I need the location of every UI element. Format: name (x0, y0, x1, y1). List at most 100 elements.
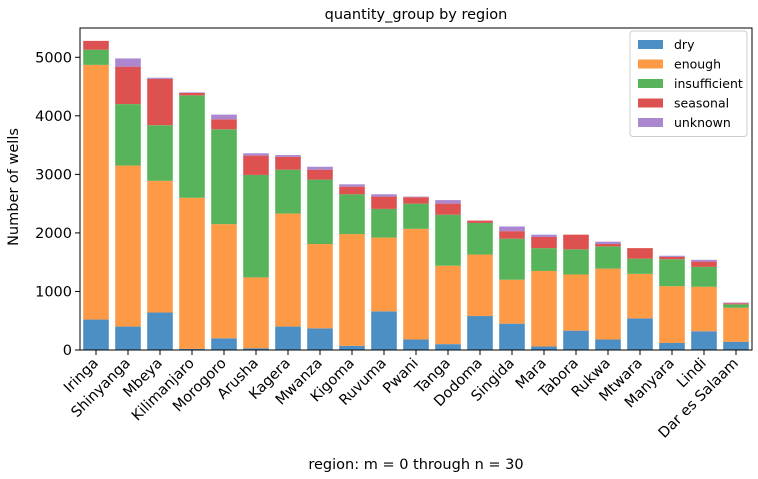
bar-enough (563, 274, 589, 331)
x-tick-label: Pwani (380, 356, 422, 398)
legend-label-dry: dry (674, 37, 695, 52)
bar-unknown (275, 155, 301, 157)
legend-frame (629, 30, 748, 137)
bar-dry (307, 328, 333, 350)
bar-seasonal (435, 203, 461, 215)
bar-unknown (339, 184, 365, 187)
legend: dry enough insufficient seasonal unknown (629, 30, 748, 137)
bar-dry (659, 342, 685, 350)
bar-enough (179, 197, 205, 349)
bar-unknown (371, 194, 397, 197)
legend-label-unknown: unknown (674, 115, 731, 130)
bar-unknown (307, 166, 333, 170)
bar-enough (691, 286, 717, 332)
bar-seasonal (499, 231, 525, 239)
bar-insufficient (595, 246, 621, 269)
bar-dry (339, 345, 365, 350)
bar-seasonal (723, 303, 749, 305)
bar-enough (595, 268, 621, 340)
bar-insufficient (627, 258, 653, 274)
bar-seasonal (403, 197, 429, 204)
bar-seasonal (211, 119, 237, 130)
bar-dry (371, 311, 397, 350)
bar-insufficient (659, 259, 685, 287)
bar-unknown (595, 241, 621, 245)
bar-enough (403, 228, 429, 340)
bar-insufficient (147, 125, 173, 181)
bar-unknown (147, 77, 173, 79)
bars-layer (83, 40, 749, 350)
bar-insufficient (83, 49, 109, 65)
bar-seasonal (339, 186, 365, 195)
bar-insufficient (531, 248, 557, 271)
legend-label-seasonal: seasonal (674, 96, 729, 111)
bar-unknown (115, 58, 141, 67)
bar-enough (243, 277, 269, 349)
bar-seasonal (627, 248, 653, 259)
bar-dry (563, 330, 589, 350)
bar-enough (435, 265, 461, 345)
bar-dry (243, 348, 269, 350)
bar-dry (531, 346, 557, 350)
bar-dry (499, 323, 525, 350)
bar-enough (211, 224, 237, 339)
bar-insufficient (211, 129, 237, 225)
bar-enough (147, 180, 173, 313)
y-tick-label: 5000 (35, 50, 72, 66)
bar-dry (723, 341, 749, 350)
bar-unknown (435, 200, 461, 204)
bar-enough (339, 234, 365, 346)
bar-unknown (179, 92, 205, 93)
y-axis-label: Number of wells (6, 128, 22, 246)
bar-seasonal (115, 66, 141, 105)
legend-swatch-enough (638, 59, 663, 69)
bar-unknown (243, 153, 269, 156)
y-tick-label: 2000 (35, 226, 72, 242)
chart-title: quantity_group by region (325, 7, 508, 23)
bar-insufficient (243, 174, 269, 278)
legend-label-enough: enough (674, 57, 721, 72)
y-tick-label: 3000 (35, 167, 72, 183)
y-tick-label: 4000 (35, 109, 72, 125)
bar-unknown (723, 302, 749, 304)
bar-seasonal (371, 196, 397, 209)
bar-seasonal (147, 78, 173, 126)
bar-unknown (531, 234, 557, 238)
bar-dry (211, 338, 237, 350)
bar-dry (691, 331, 717, 350)
bar-seasonal (659, 256, 685, 260)
bar-insufficient (339, 194, 365, 235)
bar-seasonal (275, 156, 301, 170)
bar-dry (595, 339, 621, 350)
bar-enough (371, 237, 397, 312)
bar-insufficient (435, 214, 461, 266)
bar-seasonal (307, 169, 333, 180)
bar-seasonal (563, 234, 589, 250)
bar-enough (467, 254, 493, 317)
legend-label-insufficient: insufficient (674, 76, 743, 91)
bar-insufficient (563, 249, 589, 275)
bar-insufficient (275, 169, 301, 214)
bar-dry (147, 312, 173, 350)
bar-seasonal (691, 261, 717, 267)
bar-seasonal (83, 40, 109, 50)
y-tick-label: 1000 (35, 284, 72, 300)
bar-insufficient (179, 95, 205, 198)
legend-swatch-dry (638, 40, 663, 49)
bar-seasonal (467, 220, 493, 223)
bar-insufficient (467, 222, 493, 255)
bar-enough (531, 270, 557, 347)
y-tick-label: 0 (63, 343, 72, 359)
legend-swatch-insufficient (638, 79, 663, 88)
bar-insufficient (499, 238, 525, 280)
bar-dry (83, 319, 109, 350)
bar-enough (499, 279, 525, 324)
plot-frame (79, 27, 753, 351)
bar-unknown (403, 196, 429, 198)
bar-dry (467, 316, 493, 350)
bar-enough (307, 244, 333, 329)
bar-dry (115, 326, 141, 350)
bar-insufficient (403, 203, 429, 229)
bar-insufficient (115, 104, 141, 166)
